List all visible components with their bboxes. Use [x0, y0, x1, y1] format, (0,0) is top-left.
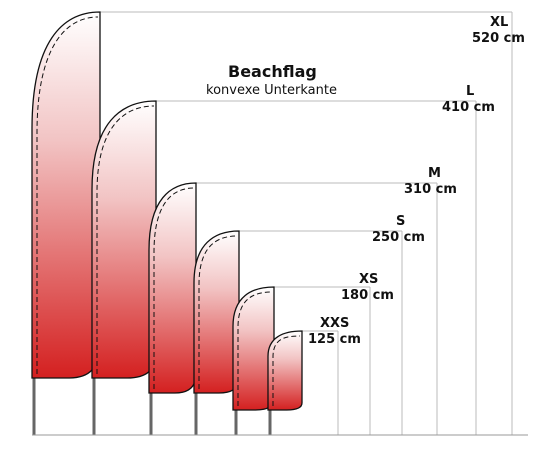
- size-code-s: S: [396, 214, 405, 229]
- height-guide-lines: [100, 11, 513, 435]
- flag-xl: [31, 11, 101, 379]
- size-height-s: 250 cm: [372, 230, 425, 245]
- flag-xs: [232, 286, 275, 411]
- size-height-xs: 180 cm: [341, 288, 394, 303]
- flag-sleeve-xs: [237, 291, 273, 406]
- flag-sleeve-xl: [36, 16, 99, 374]
- diagram-title: Beachflag: [228, 62, 317, 81]
- size-height-xl: 520 cm: [472, 31, 525, 46]
- size-height-m: 310 cm: [404, 182, 457, 197]
- flag-s: [193, 230, 240, 394]
- size-code-l: L: [466, 84, 474, 99]
- size-height-xxs: 125 cm: [308, 332, 361, 347]
- flag-xxs: [267, 330, 303, 411]
- flag-sleeve-m: [153, 187, 195, 389]
- size-height-l: 410 cm: [442, 100, 495, 115]
- flags-group: [31, 11, 303, 435]
- size-code-xs: XS: [359, 272, 378, 287]
- flag-l: [91, 100, 157, 379]
- flag-sleeve-s: [198, 235, 238, 389]
- flag-sleeve-xxs: [272, 335, 301, 406]
- size-code-m: M: [428, 166, 441, 181]
- size-code-xl: XL: [490, 15, 508, 30]
- size-code-xxs: XXS: [320, 316, 349, 331]
- flag-m: [148, 182, 197, 394]
- diagram-subtitle: konvexe Unterkante: [206, 83, 337, 98]
